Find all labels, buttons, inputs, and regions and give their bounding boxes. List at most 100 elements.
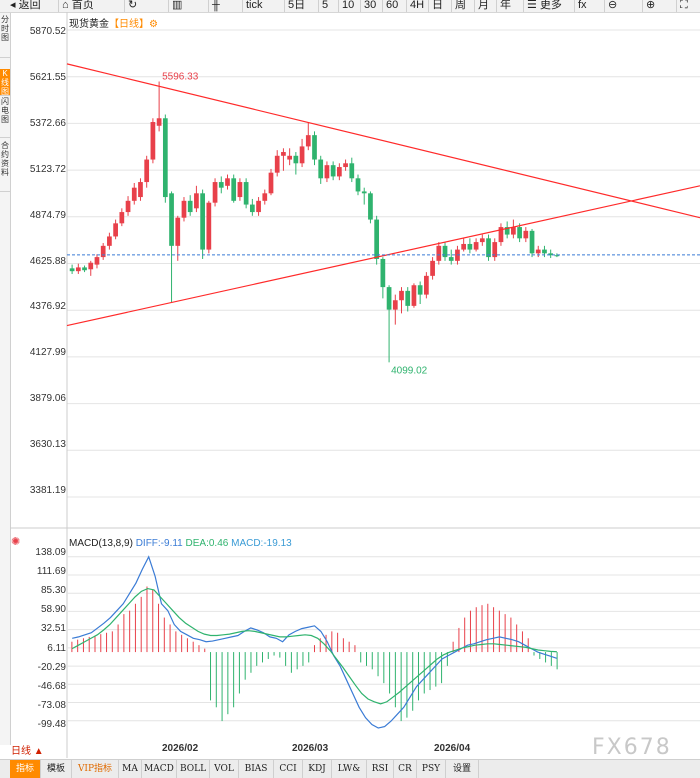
macd-diff: DIFF:-9.11 bbox=[135, 538, 183, 549]
tab-indicator-2[interactable]: VIP指标 bbox=[72, 760, 119, 778]
refresh-button[interactable]: ↻ bbox=[128, 0, 137, 12]
candle-body bbox=[318, 159, 324, 179]
toolbar-label: 返回 bbox=[18, 0, 41, 11]
period-5-button[interactable]: 5 bbox=[322, 0, 328, 12]
candle-body bbox=[399, 290, 404, 301]
period-30-button[interactable]: 30 bbox=[364, 0, 376, 12]
more-button[interactable]: ☰ 更多 bbox=[527, 0, 562, 12]
candle-body bbox=[448, 257, 454, 261]
price-axis-label: 3630.13 bbox=[29, 439, 66, 451]
formula-button[interactable]: fx bbox=[578, 0, 587, 12]
candle-body bbox=[169, 193, 174, 246]
candle-body bbox=[131, 187, 137, 201]
back-button[interactable]: ◂ 返回 bbox=[10, 0, 41, 12]
sidebar-item-0[interactable]: 分时图 bbox=[0, 15, 10, 58]
date-axis-label: 2026/03 bbox=[292, 743, 329, 754]
zoom-out-button[interactable]: ⊖ bbox=[608, 0, 617, 12]
more-icon: ☰ bbox=[527, 0, 540, 11]
candle-body bbox=[336, 167, 342, 177]
toolbar-label: 首页 bbox=[71, 0, 94, 11]
toolbar-divider bbox=[58, 0, 59, 12]
toolbar-divider bbox=[574, 0, 575, 12]
tab-indicator-11[interactable]: RSI bbox=[367, 760, 394, 778]
candle-body bbox=[175, 217, 181, 246]
bar-chart-button[interactable]: ▥ bbox=[172, 0, 182, 12]
candle-body bbox=[231, 178, 237, 201]
settings-icon[interactable]: ⚙ bbox=[149, 19, 158, 30]
toolbar-divider bbox=[451, 0, 452, 12]
macd-axis-label: 58.90 bbox=[40, 604, 66, 616]
candle-body bbox=[504, 227, 510, 235]
candle-chart-button[interactable]: ╫ bbox=[212, 0, 220, 12]
tab-indicator-14[interactable]: 设置 bbox=[446, 760, 479, 778]
period-10-button[interactable]: 10 bbox=[342, 0, 354, 12]
candle-body bbox=[88, 262, 94, 270]
tab-indicator-12[interactable]: CR bbox=[394, 760, 417, 778]
chart-area: 5596.33 4099.02 bbox=[10, 12, 700, 758]
period-month-button[interactable]: 月 bbox=[478, 0, 489, 12]
candle-body bbox=[374, 219, 380, 259]
toolbar-divider bbox=[604, 0, 605, 12]
tab-indicator-4[interactable]: MACD bbox=[142, 760, 177, 778]
candle-body bbox=[535, 249, 541, 254]
tab-indicator-10[interactable]: LW& bbox=[332, 760, 367, 778]
macd-axis-label: 85.30 bbox=[40, 585, 66, 597]
tick-button[interactable]: tick bbox=[246, 0, 263, 12]
candle-body bbox=[281, 152, 286, 156]
period-year-button[interactable]: 年 bbox=[500, 0, 511, 12]
candle-body bbox=[75, 267, 81, 272]
price-axis-label: 3381.19 bbox=[29, 485, 66, 496]
toolbar-divider bbox=[338, 0, 339, 12]
trendline-upper bbox=[66, 63, 700, 219]
candle-body bbox=[479, 238, 485, 243]
five-day-button[interactable]: 5日 bbox=[288, 0, 305, 12]
candle-body bbox=[225, 178, 230, 186]
sidebar-item-1[interactable]: K线图 bbox=[0, 69, 10, 96]
sidebar-item-2[interactable]: 闪电图 bbox=[0, 97, 10, 138]
tab-indicator-5[interactable]: BOLL bbox=[177, 760, 210, 778]
toolbar-divider bbox=[523, 0, 524, 12]
instrument-name: 现货黄金 bbox=[69, 19, 109, 30]
fullscreen-button[interactable]: ⛶ bbox=[680, 0, 688, 12]
home-button[interactable]: ⌂ 首页 bbox=[62, 0, 94, 12]
candle-body bbox=[548, 253, 554, 256]
candle-body bbox=[492, 242, 498, 258]
period-4h-button[interactable]: 4H bbox=[410, 0, 424, 12]
candle-body bbox=[125, 200, 131, 213]
tab-indicator-6[interactable]: VOL bbox=[210, 760, 239, 778]
candle-body bbox=[293, 155, 299, 164]
sidebar-item-3[interactable]: 合约资料 bbox=[0, 141, 10, 192]
period-60-button[interactable]: 60 bbox=[386, 0, 398, 12]
candle-body bbox=[287, 155, 293, 160]
zoom-in-button[interactable]: ⊕ bbox=[646, 0, 655, 12]
toolbar: ◂ 返回 ⌂ 首页 ↻ ▥ ╫ tick 5日 5 10 30 60 4H 日 周 月年 ☰ 更多 fx ⊖ ⊕ ⛶ bbox=[0, 0, 700, 13]
toolbar-label: 年 bbox=[500, 0, 511, 11]
candle-body bbox=[212, 182, 218, 203]
macd-axis-label: -99.48 bbox=[37, 718, 66, 730]
tab-indicator-13[interactable]: PSY bbox=[417, 760, 446, 778]
candle-body bbox=[100, 245, 106, 258]
toolbar-divider bbox=[168, 0, 169, 12]
tab-indicator-9[interactable]: KDJ bbox=[303, 760, 332, 778]
price-axis-label: 3879.06 bbox=[29, 393, 66, 405]
toolbar-label: 5日 bbox=[288, 0, 306, 11]
tab-indicator-7[interactable]: BIAS bbox=[239, 760, 274, 778]
period-week-button[interactable]: 周 bbox=[455, 0, 466, 12]
toolbar-divider bbox=[406, 0, 407, 12]
tab-indicator-3[interactable]: MA bbox=[119, 760, 142, 778]
period-day-button[interactable]: 日 bbox=[432, 0, 443, 12]
toolbar-label: 日 bbox=[432, 0, 443, 11]
price-axis-label: 5870.52 bbox=[29, 26, 66, 37]
indicator-settings-icon[interactable]: ✺ bbox=[11, 536, 21, 548]
period-tag[interactable]: 日线 ▲ bbox=[11, 746, 44, 757]
candle-body bbox=[343, 163, 348, 168]
tab-indicator-1[interactable]: 模板 bbox=[41, 760, 72, 778]
candle-body bbox=[417, 285, 423, 295]
candle-body bbox=[150, 122, 156, 160]
candle-body bbox=[113, 223, 118, 237]
candle-body bbox=[324, 165, 330, 179]
low-price-label: 4099.02 bbox=[391, 365, 428, 376]
tab-indicator-0[interactable]: 指标 bbox=[10, 760, 41, 778]
tab-indicator-8[interactable]: CCI bbox=[274, 760, 303, 778]
candle-body bbox=[274, 155, 280, 173]
